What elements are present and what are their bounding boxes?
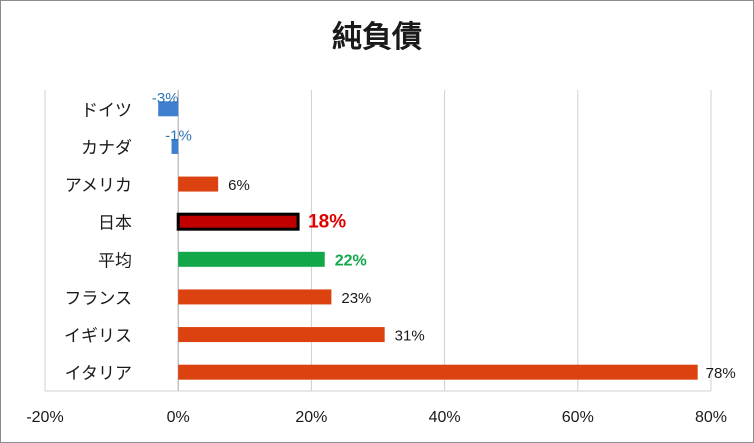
x-tick-label: 0% [167, 409, 190, 426]
data-labels: -3% -1% 6% 18% 22% 23% 31% 78% [152, 90, 736, 382]
data-label: 22% [335, 252, 367, 269]
data-label: 23% [341, 290, 371, 307]
x-tick-label: 20% [295, 409, 327, 426]
chart-title: 純負債 [332, 20, 422, 55]
data-label: 18% [308, 212, 346, 233]
data-label: -3% [152, 90, 179, 107]
data-label: 31% [395, 328, 425, 345]
category-label: イギリス [64, 327, 132, 346]
category-label: ドイツ [81, 101, 132, 120]
gridlines [44, 90, 712, 392]
bar [178, 289, 332, 305]
x-tick-label: 40% [429, 409, 461, 426]
x-tick-label: -20% [26, 409, 63, 426]
bar [178, 364, 698, 380]
data-label: 78% [706, 365, 736, 382]
bars [158, 101, 698, 380]
bar [176, 212, 300, 231]
category-label: 日本 [98, 214, 132, 233]
data-label: -1% [165, 127, 192, 144]
category-label: カナダ [81, 138, 132, 157]
category-label: 平均 [98, 251, 132, 270]
category-label: フランス [64, 289, 132, 308]
bar [178, 176, 219, 192]
data-label: 6% [228, 177, 250, 194]
category-label: アメリカ [65, 176, 132, 195]
bar [158, 101, 179, 117]
x-tick-label: 60% [562, 409, 594, 426]
bar [178, 251, 325, 267]
x-tick-labels: -20% 0% 20% 40% 60% 80% [26, 409, 727, 426]
bar [178, 327, 385, 343]
bar [171, 138, 179, 154]
x-tick-label: 80% [695, 409, 727, 426]
category-label: イタリア [65, 364, 132, 383]
